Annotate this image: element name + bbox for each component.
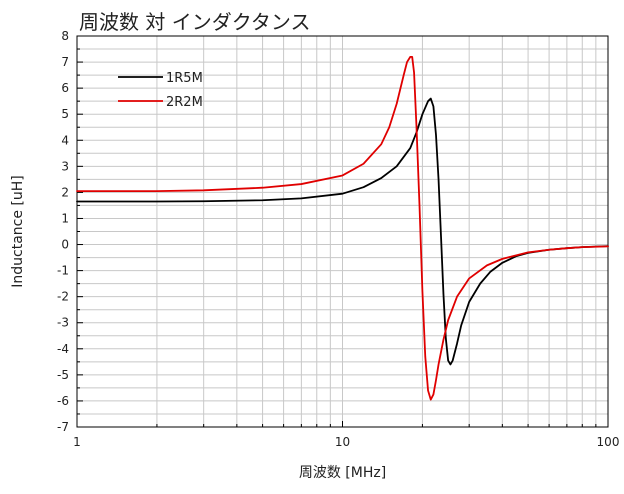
y-tick-label: 5: [61, 107, 69, 121]
x-tick-label: 100: [597, 435, 620, 449]
series-line-2r2m: [76, 55, 609, 401]
y-tick-label: -2: [57, 290, 69, 304]
y-tick-label: 4: [61, 133, 69, 147]
chart-title: 周波数 対 インダクタンス: [79, 10, 311, 34]
y-tick-label: 6: [61, 81, 69, 95]
series-line-1r5m: [76, 97, 609, 366]
y-tick-label: 0: [61, 238, 69, 252]
y-tick-label: 7: [61, 55, 69, 69]
y-tick-label: 1: [61, 211, 69, 225]
x-axis-label: 周波数 [MHz]: [299, 465, 386, 481]
legend-label-1r5m: 1R5M: [166, 71, 203, 86]
y-tick-label: 2: [61, 185, 69, 199]
y-tick-label: -3: [57, 316, 69, 330]
series-lines: [76, 55, 609, 401]
y-tick-label: -1: [57, 264, 69, 278]
y-tick-label: 8: [61, 29, 69, 43]
y-tick-label: -7: [57, 420, 69, 434]
axis-ticks: 1 10 100 -7 -6 -5 -4 -3 -2 -1 0 1 2 3 4 5 6 7 8: [57, 29, 619, 449]
grid-lines: [77, 36, 608, 427]
x-tick-label: 1: [73, 435, 81, 449]
y-axis-label: Inductance [uH]: [10, 175, 26, 288]
y-tick-label: -5: [57, 368, 69, 382]
legend: 1R5M 2R2M: [118, 71, 203, 110]
y-tick-label: -4: [57, 342, 69, 356]
x-tick-label: 10: [335, 435, 350, 449]
y-tick-label: -6: [57, 394, 69, 408]
legend-label-2r2m: 2R2M: [166, 95, 203, 110]
y-tick-label: 3: [61, 159, 69, 173]
